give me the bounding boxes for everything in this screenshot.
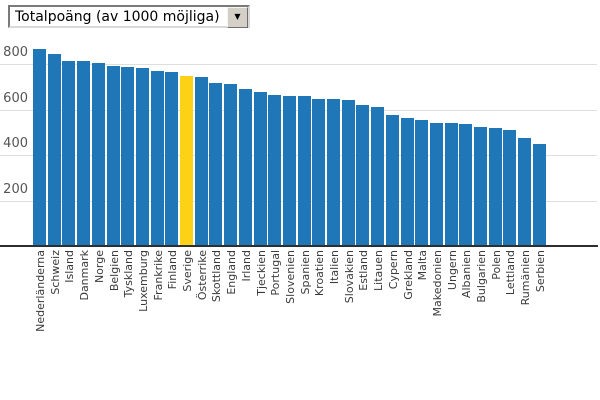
xtick-label-spanien: Spanien	[299, 250, 312, 295]
xtick-label-serbien: Serbien	[534, 250, 547, 293]
bar-frankrike[interactable]	[151, 71, 164, 245]
xtick-label-lettland: Lettland	[504, 250, 517, 296]
ytick-label-400: 400	[3, 136, 28, 151]
xtick-label-bulgarien: Bulgarien	[475, 250, 488, 303]
xtick-label-slovakien: Slovakien	[343, 250, 356, 304]
bar-grekland[interactable]	[401, 118, 414, 245]
metric-select[interactable]: Totalpoäng (av 1000 möjliga) ▼	[8, 5, 250, 28]
bar-lettland[interactable]	[503, 130, 516, 245]
xtick-label-kroatien: Kroatien	[313, 250, 326, 297]
xtick-label-norge: Norge	[93, 250, 106, 284]
xtick-label-tjeckien: Tjeckien	[255, 250, 268, 296]
xtick-label-rumänien: Rumänien	[519, 250, 532, 306]
xtick-label-tyskland: Tyskland	[122, 250, 135, 298]
bar-albanien[interactable]	[459, 124, 472, 245]
ytick-label-200: 200	[3, 182, 28, 197]
bar-litauen[interactable]	[371, 107, 384, 245]
xtick-label-portugal: Portugal	[269, 250, 282, 296]
xtick-label-österrike: Österrike	[196, 250, 209, 301]
xtick-label-ungern: Ungern	[446, 250, 459, 291]
bar-belgien[interactable]	[107, 66, 120, 245]
bar-österrike[interactable]	[195, 77, 208, 245]
bar-rumänien[interactable]	[518, 138, 531, 245]
bar-makedonien[interactable]	[430, 123, 443, 245]
xtick-label-frankrike: Frankrike	[152, 250, 165, 301]
bar-tjeckien[interactable]	[254, 92, 267, 245]
xtick-label-albanien: Albanien	[460, 250, 473, 299]
bar-bulgarien[interactable]	[474, 127, 487, 245]
xtick-label-belgien: Belgien	[108, 250, 121, 292]
xtick-label-makedonien: Makedonien	[431, 250, 444, 317]
xtick-label-danmark: Danmark	[78, 250, 91, 301]
bar-italien[interactable]	[327, 99, 340, 245]
bar-luxemburg[interactable]	[136, 68, 149, 245]
bar-kroatien[interactable]	[312, 99, 325, 245]
gridline-800	[0, 64, 597, 65]
bar-tyskland[interactable]	[121, 67, 134, 245]
xtick-label-finland: Finland	[166, 250, 179, 290]
bar-slovakien[interactable]	[342, 100, 355, 245]
bar-malta[interactable]	[415, 120, 428, 245]
select-arrow-button[interactable]: ▼	[227, 7, 248, 28]
xtick-label-schweiz: Schweiz	[49, 250, 62, 295]
bar-portugal[interactable]	[268, 95, 281, 245]
xtick-label-skottland: Skottland	[210, 250, 223, 303]
bar-irland[interactable]	[239, 89, 252, 245]
bar-sverige[interactable]	[180, 76, 193, 245]
x-axis-line	[0, 245, 598, 247]
xtick-label-polen: Polen	[490, 250, 503, 280]
xtick-label-irland: Irland	[240, 250, 253, 282]
ytick-label-600: 600	[3, 91, 28, 106]
bar-schweiz[interactable]	[48, 54, 61, 245]
bar-cypern[interactable]	[386, 115, 399, 245]
bar-polen[interactable]	[489, 128, 502, 245]
xtick-label-nederländerna: Nederländerna	[34, 250, 47, 332]
xtick-label-grekland: Grekland	[402, 250, 415, 300]
bar-england[interactable]	[224, 84, 237, 245]
bar-ungern[interactable]	[445, 123, 458, 245]
bar-estland[interactable]	[356, 105, 369, 245]
xtick-label-italien: Italien	[328, 250, 341, 285]
ytick-label-800: 800	[3, 45, 28, 60]
xtick-label-estland: Estland	[357, 250, 370, 291]
chevron-down-icon: ▼	[234, 12, 241, 21]
bar-norge[interactable]	[92, 63, 105, 245]
bar-danmark[interactable]	[77, 61, 90, 245]
bar-slovenien[interactable]	[283, 96, 296, 245]
bar-nederländerna[interactable]	[33, 49, 46, 245]
xtick-label-island: Island	[63, 250, 76, 283]
xtick-label-cypern: Cypern	[387, 250, 400, 290]
metric-select-value: Totalpoäng (av 1000 möjliga)	[15, 9, 220, 25]
xtick-label-england: England	[225, 250, 238, 295]
xtick-label-sverige: Sverige	[181, 250, 194, 292]
xtick-label-malta: Malta	[416, 250, 429, 281]
xtick-label-luxemburg: Luxemburg	[137, 250, 150, 312]
xtick-label-slovenien: Slovenien	[284, 250, 297, 304]
bar-finland[interactable]	[165, 72, 178, 245]
bar-spanien[interactable]	[298, 96, 311, 245]
bar-island[interactable]	[62, 61, 75, 245]
xtick-label-litauen: Litauen	[372, 250, 385, 291]
bar-skottland[interactable]	[209, 83, 222, 245]
bar-serbien[interactable]	[533, 144, 546, 245]
